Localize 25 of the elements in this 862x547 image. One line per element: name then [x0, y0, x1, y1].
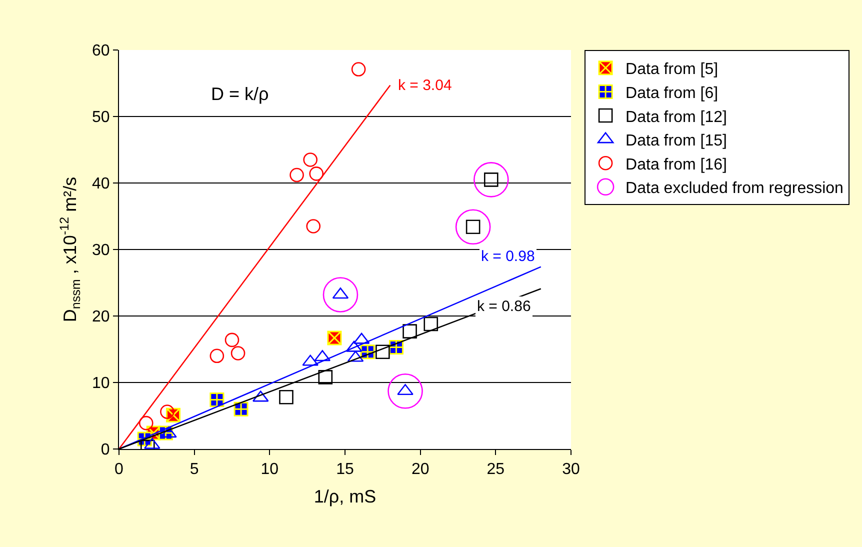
- legend-label: Data excluded from regression: [626, 180, 844, 198]
- y-tick-label: 10: [92, 375, 110, 392]
- series-label: k = 3.04: [398, 77, 452, 94]
- y-tick-label: 0: [100, 442, 110, 459]
- x-tick-label: 5: [190, 461, 199, 478]
- y-tick-label: 60: [92, 42, 110, 60]
- x-tick-label: 10: [260, 461, 279, 478]
- x-tick-label: 25: [486, 461, 505, 478]
- x-tick-label: 15: [336, 461, 354, 478]
- legend-label: Data from [6]: [626, 84, 718, 102]
- y-tick-label: 40: [92, 176, 110, 193]
- legend-label: Data from [16]: [626, 156, 727, 174]
- y-tick-label: 30: [92, 242, 110, 260]
- legend-label: Data from [12]: [626, 108, 727, 126]
- y-tick-label: 20: [92, 308, 110, 326]
- series-label: k = 0.86: [477, 298, 531, 315]
- x-tick-label: 30: [562, 461, 580, 478]
- annotation: D = k/ρ: [211, 84, 269, 104]
- legend-label: Data from [5]: [626, 61, 718, 78]
- legend-label: Data from [15]: [626, 132, 727, 150]
- x-tick-label: 0: [114, 461, 124, 478]
- x-tick-label: 20: [411, 461, 430, 478]
- x-axis-title: 1/ρ, mS: [314, 486, 376, 506]
- series-label: k = 0.98: [481, 248, 535, 265]
- y-tick-label: 50: [92, 109, 110, 126]
